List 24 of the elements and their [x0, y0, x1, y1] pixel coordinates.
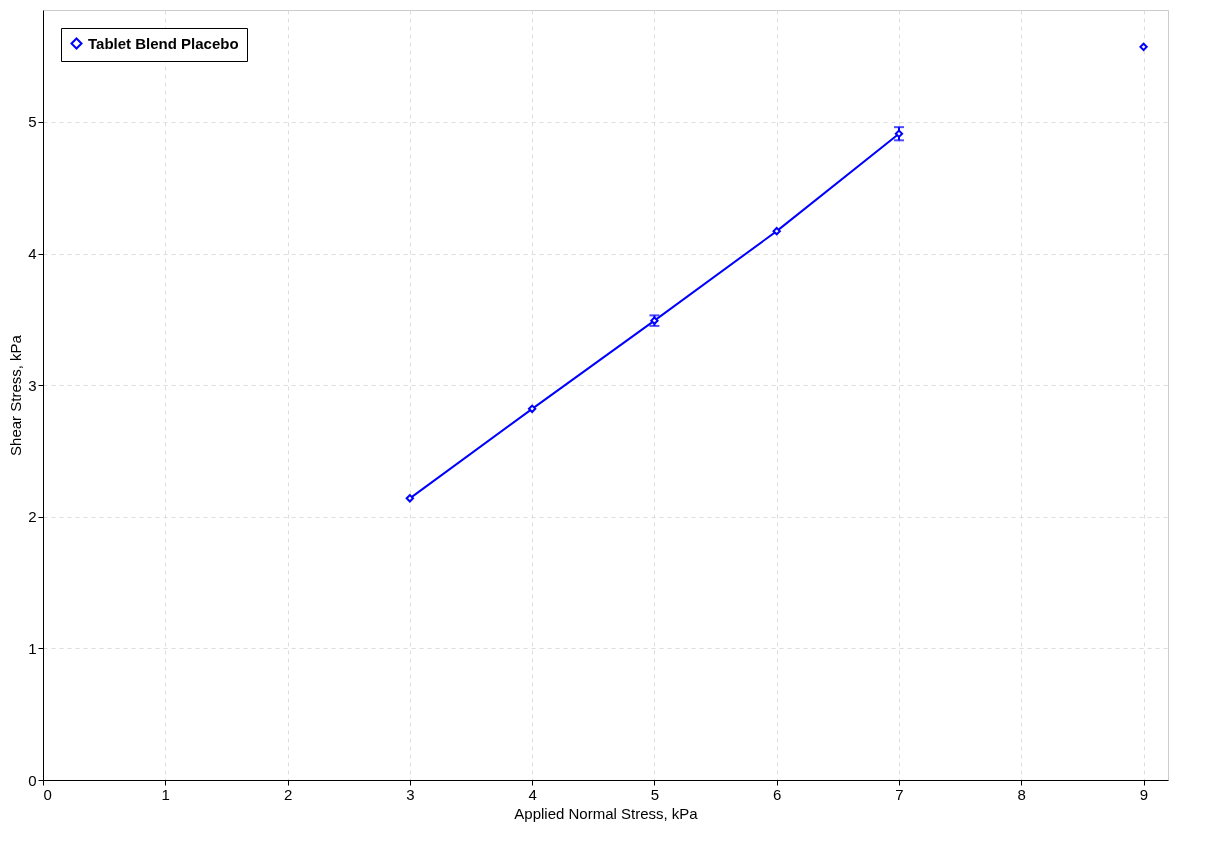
x-tick-label: 0 [43, 785, 52, 803]
x-tick-label: 8 [1017, 785, 1026, 803]
x-tick-label: 2 [283, 785, 293, 803]
legend-label: Tablet Blend Placebo [88, 34, 239, 52]
y-tick-label: 5 [28, 113, 37, 131]
x-tick-label: 4 [528, 785, 537, 803]
x-tick-label: 9 [1139, 785, 1149, 803]
point [772, 226, 781, 236]
x-tick-label: 1 [161, 785, 170, 803]
point [405, 494, 415, 503]
point [894, 129, 904, 138]
x-tick-label: 5 [650, 785, 660, 803]
y-tick-label: 4 [28, 245, 37, 262]
x-tick-label: 3 [406, 785, 415, 803]
x-axis-title: Applied Normal Stress, kPa [514, 804, 699, 822]
y-tick-label: 0 [28, 771, 37, 789]
y-axis-title: Shear Stress, kPa [7, 334, 25, 456]
x-tick-label: 7 [895, 785, 904, 803]
point [527, 404, 537, 413]
y-tick-label: 3 [28, 376, 37, 394]
y-tick-label: 2 [28, 508, 37, 526]
x-tick-label: 6 [773, 785, 782, 803]
point [1139, 42, 1148, 52]
y-tick-label: 1 [28, 639, 37, 657]
